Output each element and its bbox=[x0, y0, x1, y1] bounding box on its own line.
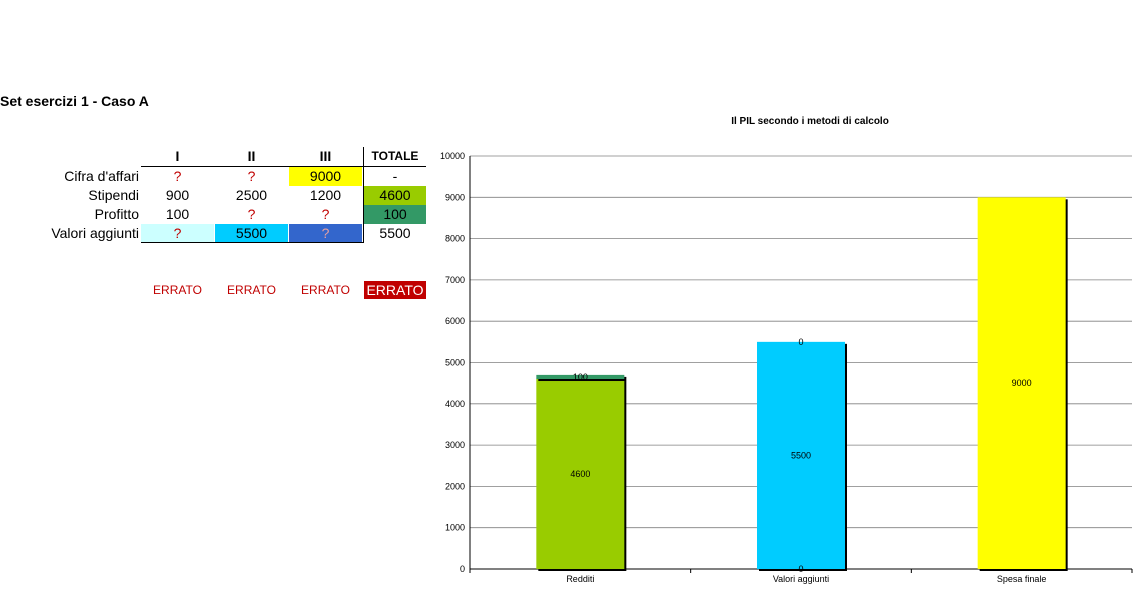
x-tick-label: Redditi bbox=[566, 574, 594, 584]
data-label: 0 bbox=[798, 564, 803, 574]
table-cell[interactable]: 1200 bbox=[309, 187, 342, 203]
status-label-totale: ERRATO bbox=[364, 281, 426, 299]
chart-title: Il PIL secondo i metodi di calcolo bbox=[731, 116, 889, 127]
y-tick-label: 0 bbox=[460, 564, 465, 574]
row-label: Profitto bbox=[94, 206, 139, 222]
column-header-iii[interactable]: III bbox=[319, 148, 332, 164]
y-tick-label: 1000 bbox=[445, 523, 465, 533]
status-label-ii: ERRATO bbox=[227, 283, 276, 297]
data-label: 4600 bbox=[570, 469, 590, 479]
y-tick-label: 3000 bbox=[445, 440, 465, 450]
table-cell[interactable]: 900 bbox=[165, 187, 190, 203]
bar bbox=[536, 379, 625, 569]
table-header-divider bbox=[141, 166, 426, 167]
table-cell-total[interactable]: 5500 bbox=[379, 225, 411, 241]
table-cell[interactable]: ? bbox=[247, 168, 256, 184]
x-tick-label: Spesa finale bbox=[997, 574, 1047, 584]
table-row-valori-aggiunti: Valori aggiunti ? 5500 ? 5500 bbox=[0, 224, 430, 243]
table-row-stipendi: Stipendi 900 2500 1200 4600 bbox=[0, 186, 430, 205]
table-cell-total[interactable]: 100 bbox=[364, 205, 426, 224]
x-tick-label: Valori aggiunti bbox=[773, 574, 829, 584]
table-cell[interactable]: 5500 bbox=[215, 224, 288, 243]
table-cell[interactable]: ? bbox=[141, 224, 214, 243]
table-row-profitto: Profitto 100 ? ? 100 bbox=[0, 205, 430, 224]
data-label: 5500 bbox=[791, 450, 811, 460]
row-label: Cifra d'affari bbox=[64, 168, 139, 184]
table-cell-total[interactable]: - bbox=[392, 168, 398, 184]
pil-bar-chart: 0100020003000400050006000700080009000100… bbox=[440, 151, 1133, 584]
table-row-cifra-affari: Cifra d'affari ? ? 9000 - bbox=[0, 167, 430, 186]
column-header-totale[interactable]: TOTALE bbox=[371, 149, 419, 163]
y-tick-label: 10000 bbox=[440, 151, 465, 161]
bar bbox=[757, 341, 845, 569]
table-cell-total[interactable]: 4600 bbox=[364, 186, 426, 205]
table-cell[interactable]: ? bbox=[289, 224, 362, 243]
table-cell[interactable]: ? bbox=[247, 206, 256, 222]
table-cell[interactable]: ? bbox=[173, 168, 182, 184]
y-tick-label: 7000 bbox=[445, 275, 465, 285]
data-label: 100 bbox=[573, 372, 588, 382]
column-header-ii[interactable]: II bbox=[247, 148, 256, 164]
y-tick-label: 5000 bbox=[445, 358, 465, 368]
row-label: Valori aggiunti bbox=[51, 225, 139, 241]
table-total-divider bbox=[363, 147, 364, 243]
y-tick-label: 6000 bbox=[445, 316, 465, 326]
y-tick-label: 4000 bbox=[445, 399, 465, 409]
row-label: Stipendi bbox=[88, 187, 139, 203]
y-tick-label: 2000 bbox=[445, 481, 465, 491]
table-bottom-border bbox=[141, 242, 363, 243]
table-cell[interactable]: 100 bbox=[165, 206, 190, 222]
y-tick-label: 9000 bbox=[445, 192, 465, 202]
bar bbox=[536, 374, 625, 380]
bar bbox=[977, 197, 1066, 570]
data-label: 9000 bbox=[1012, 378, 1032, 388]
table-cell[interactable]: 2500 bbox=[235, 187, 268, 203]
data-label: 0 bbox=[798, 337, 803, 347]
table-cell[interactable]: ? bbox=[321, 206, 330, 222]
sheet-title: Set esercizi 1 - Caso A bbox=[0, 93, 149, 109]
table-cell[interactable]: 9000 bbox=[289, 167, 362, 186]
status-label-iii: ERRATO bbox=[301, 283, 350, 297]
y-tick-label: 8000 bbox=[445, 234, 465, 244]
table-header-row: I II III TOTALE bbox=[0, 147, 430, 166]
status-label-i: ERRATO bbox=[153, 283, 202, 297]
column-header-i[interactable]: I bbox=[175, 148, 180, 164]
